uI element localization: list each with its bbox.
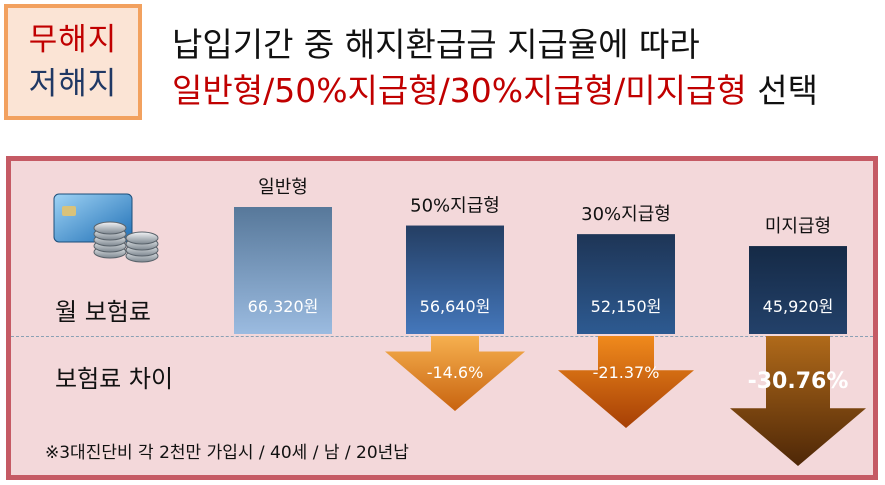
headline-line-2: 일반형/50%지급형/30%지급형/미지급형 선택	[172, 68, 818, 114]
category-label-0: 일반형	[258, 177, 308, 198]
badge-line-no-surrender: 무해지	[28, 22, 118, 58]
difference-arrow-1	[385, 336, 525, 411]
bar-2	[577, 234, 675, 334]
difference-label-3: -30.76%	[748, 369, 849, 394]
headline-line-1: 납입기간 중 해지환급금 지급율에 따라	[172, 25, 700, 64]
premium-difference-label: 보험료 차이	[55, 365, 174, 393]
value-label-2: 52,150원	[591, 297, 662, 316]
bar-3	[749, 246, 847, 334]
bar-0	[234, 207, 332, 334]
credit-card-coins-icon	[53, 193, 159, 263]
headline-tail: 선택	[746, 71, 818, 110]
bar-1	[406, 225, 504, 334]
value-label-0: 66,320원	[248, 297, 319, 316]
headline-options: 일반형/50%지급형/30%지급형/미지급형	[172, 71, 747, 110]
category-label-3: 미지급형	[765, 216, 831, 237]
headline: 납입기간 중 해지환급금 지급율에 따라 일반형/50%지급형/30%지급형/미…	[172, 22, 818, 114]
difference-label-1: -14.6%	[427, 363, 484, 382]
footnote: ※3대진단비 각 2천만 가입시 / 40세 / 남 / 20년납	[45, 443, 409, 463]
difference-arrow-3	[730, 336, 866, 466]
difference-arrow-2	[558, 336, 694, 428]
value-label-1: 56,640원	[420, 297, 491, 316]
difference-label-2: -21.37%	[593, 363, 660, 382]
badge-line-low-surrender: 저해지	[28, 66, 118, 102]
comparison-panel: 월 보험료 보험료 차이 ※3대진단비 각 2천만 가입시 / 40세 / 남 …	[6, 156, 878, 480]
category-label-1: 50%지급형	[410, 196, 500, 217]
value-label-3: 45,920원	[763, 297, 834, 316]
monthly-premium-label: 월 보험료	[55, 298, 151, 326]
category-label-2: 30%지급형	[581, 204, 671, 225]
product-type-badge: 무해지 저해지	[4, 4, 142, 120]
